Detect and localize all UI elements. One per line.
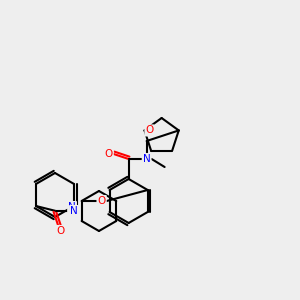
Text: O: O [57, 226, 65, 236]
Text: O: O [146, 125, 154, 135]
Text: N: N [70, 206, 78, 216]
Text: O: O [104, 149, 113, 159]
Text: N: N [143, 154, 151, 164]
Text: N: N [68, 202, 76, 212]
Text: O: O [98, 196, 106, 206]
